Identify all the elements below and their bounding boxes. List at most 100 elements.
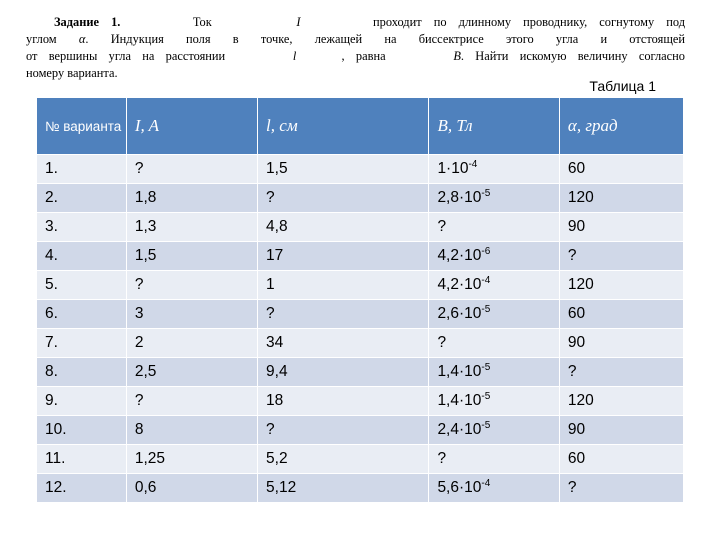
cell-angle-value: 90	[567, 334, 586, 351]
text-fragment: Ток	[192, 15, 212, 29]
problem-statement: Задание 1. Ток I проходит по длинному пр…	[26, 14, 685, 82]
cell-angle: ?	[558, 241, 685, 271]
cell-angle-value: 60	[567, 305, 586, 322]
cell-angle: 60	[558, 299, 685, 329]
cell-angle: ?	[558, 357, 685, 387]
cell-variant: 4.	[36, 241, 127, 271]
cell-current: 1,5	[125, 241, 259, 271]
cell-current-value: 1,3	[134, 218, 157, 235]
cell-induction-value: ?	[437, 334, 447, 351]
cell-induction-exponent: -5	[481, 304, 491, 315]
cell-angle: 120	[558, 270, 685, 300]
cell-current-value: 1,25	[134, 450, 165, 467]
cell-distance-value: 5,2	[266, 450, 288, 467]
cell-induction-value: 4,2·10	[437, 276, 482, 293]
cell-distance: 5,12	[257, 473, 430, 503]
symbol-distance: l	[292, 49, 297, 63]
cell-distance-value: 34	[266, 334, 284, 351]
cell-distance: 34	[257, 328, 430, 358]
cell-induction-value: 2,8·10	[437, 189, 482, 206]
cell-variant: 11.	[36, 444, 127, 474]
cell-distance: 5,2	[257, 444, 430, 474]
text-fragment: проходит по длинному проводнику, согнуто…	[373, 15, 685, 29]
cell-variant: 6.	[36, 299, 127, 329]
cell-current-value: 1,5	[134, 247, 157, 264]
header-distance: l, см	[257, 97, 430, 155]
cell-variant: 7.	[36, 328, 127, 358]
cell-variant: 1.	[36, 154, 127, 184]
cell-distance-value: ?	[266, 189, 275, 206]
cell-angle-value: ?	[567, 479, 577, 496]
cell-angle-value: 120	[567, 276, 594, 293]
cell-variant-value: 2.	[45, 189, 58, 206]
text-fragment: , равна	[341, 49, 386, 63]
cell-induction-exponent: -4	[481, 275, 491, 286]
cell-induction-value: 2,6·10	[437, 305, 482, 322]
cell-induction: 1·10-4	[428, 154, 560, 184]
cell-variant: 12.	[36, 473, 127, 503]
cell-variant-value: 4.	[45, 247, 58, 264]
cell-induction-value: 5,6·10	[437, 479, 482, 496]
cell-distance: 9,4	[257, 357, 430, 387]
cell-variant-value: 11.	[45, 450, 66, 467]
cell-induction-exponent: -5	[481, 391, 491, 402]
header-variant: № варианта	[36, 97, 127, 155]
cell-induction: 4,2·10-4	[428, 270, 560, 300]
cell-variant: 9.	[36, 386, 127, 416]
cell-current: 2	[125, 328, 259, 358]
text-fragment: номеру варианта.	[26, 66, 118, 80]
cell-distance-value: 17	[266, 247, 284, 264]
table-caption: Таблица 1	[589, 78, 656, 94]
cell-variant-value: 12.	[45, 479, 67, 496]
cell-induction: 5,6·10-4	[428, 473, 560, 503]
cell-variant-value: 9.	[45, 392, 58, 409]
cell-induction-value: 2,4·10	[437, 421, 482, 438]
symbol-induction: B	[453, 49, 461, 63]
cell-angle-value: 60	[567, 450, 586, 467]
cell-induction-exponent: -6	[481, 246, 491, 257]
cell-variant-value: 7.	[45, 334, 58, 351]
cell-angle-value: ?	[567, 363, 577, 380]
cell-variant: 2.	[36, 183, 127, 213]
cell-variant: 3.	[36, 212, 127, 242]
cell-induction-value: 1·10	[437, 160, 469, 177]
table-row: 7. 2 34? 90	[36, 328, 685, 358]
cell-induction-exponent: -5	[481, 362, 491, 373]
cell-induction-exponent: -4	[481, 478, 491, 489]
table-row: 9.? 18 1,4·10-5 120	[36, 386, 685, 416]
cell-distance: 18	[257, 386, 430, 416]
cell-induction: ?	[428, 212, 560, 242]
problem-line-3: от вершины угла на расстоянии l , равна …	[26, 48, 685, 65]
cell-distance-value: 1,5	[266, 160, 288, 177]
cell-variant-value: 5.	[45, 276, 58, 293]
cell-current-value: ?	[134, 392, 144, 409]
table-row: 2. 1,8? 2,8·10-5 120	[36, 183, 685, 213]
cell-current-value: ?	[134, 276, 144, 293]
cell-current-value: 1,8	[134, 189, 157, 206]
cell-induction-value: ?	[437, 218, 447, 235]
header-angle: α, град	[558, 97, 685, 155]
cell-distance-value: 9,4	[266, 363, 288, 380]
table-row: 6. 3? 2,6·10-5 60	[36, 299, 685, 329]
cell-distance: 4,8	[257, 212, 430, 242]
cell-induction-exponent: -5	[481, 188, 491, 199]
cell-distance: ?	[257, 299, 430, 329]
cell-current: 2,5	[125, 357, 259, 387]
cell-angle-value: ?	[567, 247, 577, 264]
cell-current: 3	[125, 299, 259, 329]
text-fragment: . Индукция поля в точке, лежащей на бисс…	[85, 32, 685, 46]
cell-current: 1,8	[125, 183, 259, 213]
cell-current: ?	[125, 386, 259, 416]
cell-distance-value: ?	[266, 421, 275, 438]
task-heading: Задание 1.	[54, 15, 121, 29]
problem-line-4: номеру варианта.	[26, 65, 685, 82]
cell-distance: ?	[257, 415, 430, 445]
cell-induction: 2,6·10-5	[428, 299, 560, 329]
cell-variant-value: 8.	[45, 363, 58, 380]
symbol-current: I	[296, 15, 301, 29]
cell-distance: ?	[257, 183, 430, 213]
cell-angle: 120	[558, 183, 685, 213]
cell-induction: ?	[428, 444, 560, 474]
table-row: 3. 1,3 4,8? 90	[36, 212, 685, 242]
cell-induction-value: 4,2·10	[437, 247, 482, 264]
